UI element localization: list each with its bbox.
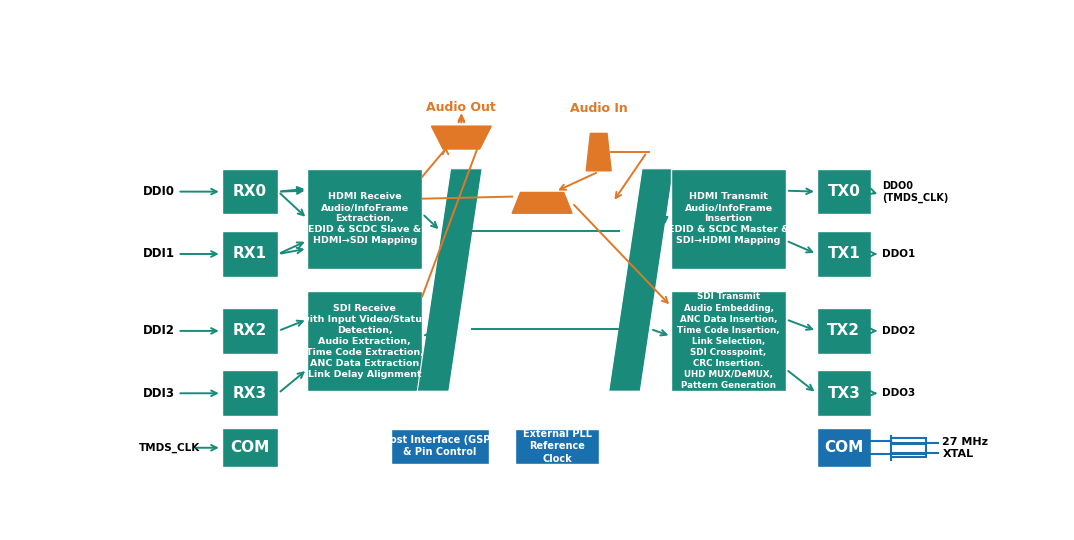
Text: TMDS_CLK: TMDS_CLK bbox=[140, 443, 201, 453]
Polygon shape bbox=[586, 133, 611, 171]
FancyBboxPatch shape bbox=[816, 428, 871, 467]
FancyBboxPatch shape bbox=[221, 231, 278, 277]
FancyBboxPatch shape bbox=[671, 168, 786, 268]
FancyBboxPatch shape bbox=[391, 429, 489, 464]
FancyBboxPatch shape bbox=[816, 231, 871, 277]
FancyBboxPatch shape bbox=[816, 370, 871, 416]
Text: DDI2: DDI2 bbox=[143, 325, 175, 338]
Text: TX2: TX2 bbox=[827, 323, 860, 339]
Polygon shape bbox=[512, 192, 572, 213]
Polygon shape bbox=[432, 126, 491, 149]
FancyBboxPatch shape bbox=[816, 168, 871, 214]
Text: DDO3: DDO3 bbox=[882, 388, 915, 399]
Text: Audio Out: Audio Out bbox=[426, 101, 496, 114]
FancyBboxPatch shape bbox=[221, 428, 278, 467]
Text: RX1: RX1 bbox=[233, 246, 267, 261]
Text: RX3: RX3 bbox=[233, 386, 267, 401]
FancyBboxPatch shape bbox=[221, 308, 278, 354]
Text: RX2: RX2 bbox=[233, 323, 267, 339]
Text: DDI3: DDI3 bbox=[143, 387, 175, 400]
Text: TX0: TX0 bbox=[827, 184, 860, 199]
FancyBboxPatch shape bbox=[307, 292, 422, 391]
FancyBboxPatch shape bbox=[221, 370, 278, 416]
Text: XTAL: XTAL bbox=[943, 449, 974, 460]
Text: DDO0
(TMDS_CLK): DDO0 (TMDS_CLK) bbox=[882, 181, 948, 202]
Text: COM: COM bbox=[824, 440, 863, 455]
Text: DDO1: DDO1 bbox=[882, 249, 915, 259]
FancyBboxPatch shape bbox=[307, 168, 422, 268]
Text: 27 MHz: 27 MHz bbox=[943, 437, 988, 447]
Text: DDO2: DDO2 bbox=[882, 326, 915, 336]
Text: DDI0: DDI0 bbox=[143, 185, 175, 198]
FancyBboxPatch shape bbox=[890, 438, 926, 457]
Text: DDI1: DDI1 bbox=[143, 247, 175, 260]
Text: HDMI Transmit
Audio/InfoFrame
Insertion
EDID & SCDC Master &
SDI→HDMI Mapping: HDMI Transmit Audio/InfoFrame Insertion … bbox=[668, 192, 789, 245]
Text: SDI Transmit
Audio Embedding,
ANC Data Insertion,
Time Code Insertion,
Link Sele: SDI Transmit Audio Embedding, ANC Data I… bbox=[678, 292, 780, 390]
Text: TX3: TX3 bbox=[827, 386, 860, 401]
Text: TX1: TX1 bbox=[827, 246, 860, 261]
Text: RX0: RX0 bbox=[233, 184, 267, 199]
Text: Host Interface (GSPI)
& Pin Control: Host Interface (GSPI) & Pin Control bbox=[381, 435, 498, 457]
FancyBboxPatch shape bbox=[816, 308, 871, 354]
Text: SDI Receive
with Input Video/Status
Detection,
Audio Extraction,
Time Code Extra: SDI Receive with Input Video/Status Dete… bbox=[302, 303, 429, 379]
Text: Audio In: Audio In bbox=[570, 102, 627, 115]
Polygon shape bbox=[417, 168, 482, 391]
FancyBboxPatch shape bbox=[221, 168, 278, 214]
FancyBboxPatch shape bbox=[671, 292, 786, 391]
Text: External PLL
Reference
Clock: External PLL Reference Clock bbox=[523, 429, 592, 464]
Polygon shape bbox=[609, 168, 673, 391]
Text: COM: COM bbox=[230, 440, 270, 455]
FancyBboxPatch shape bbox=[516, 429, 598, 464]
Text: HDMI Receive
Audio/InfoFrame
Extraction,
EDID & SCDC Slave &
HDMI→SDI Mapping: HDMI Receive Audio/InfoFrame Extraction,… bbox=[308, 192, 421, 245]
